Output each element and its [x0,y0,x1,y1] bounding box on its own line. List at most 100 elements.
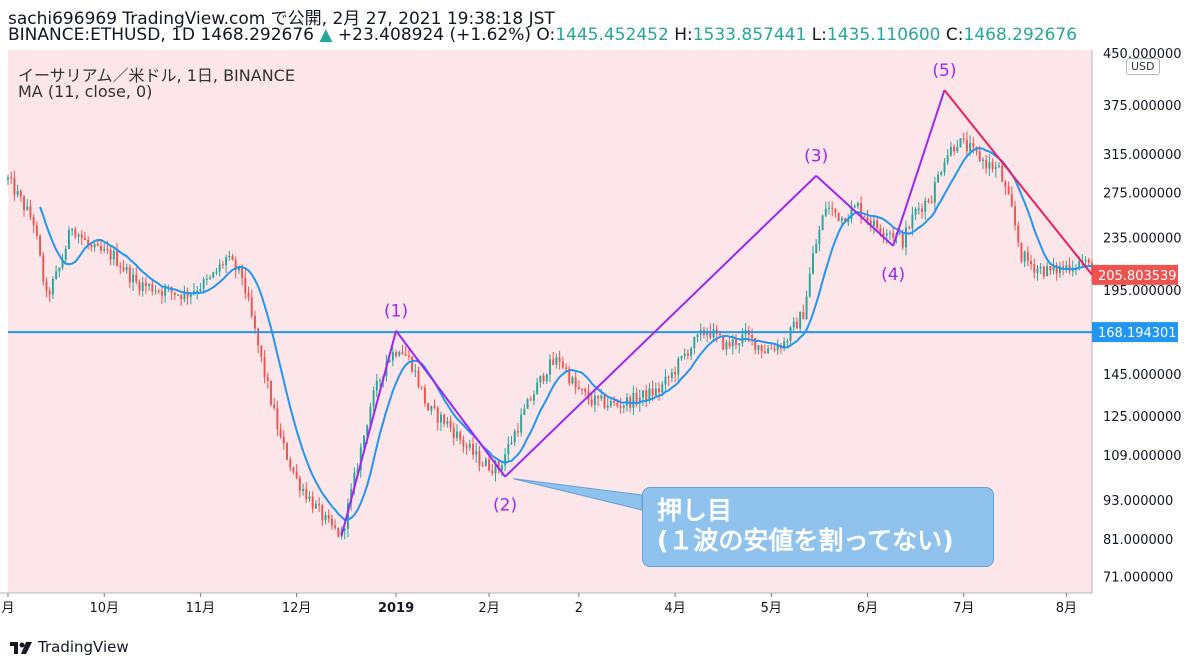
candle-body [202,279,205,290]
candle-body [533,394,535,401]
candle-body [13,177,16,195]
tradingview-logo-icon [10,642,32,654]
candle-body [157,290,160,292]
y-tick-label: 275.000000 [1103,187,1182,202]
candle-body [876,220,879,229]
current-price-label: 205.803539 [1098,269,1177,284]
callout-line2: (１波の安値を割ってない) [657,526,954,555]
candle-body [795,321,798,329]
candle-body [234,260,237,271]
candle-body [664,376,667,385]
candle-body [520,414,523,433]
candle-body [1065,265,1068,269]
candle-body [869,220,872,226]
candle-body [885,233,888,236]
candle-body [584,388,587,392]
candle-body [760,345,763,352]
candle-body [654,388,657,396]
candle-body [305,488,308,500]
candle-body [196,290,199,292]
candle-body [436,407,439,423]
candle-body [856,203,859,207]
candle-body [1017,225,1020,243]
candle-body [879,228,882,233]
candle-body [593,395,596,405]
candle-body [228,256,231,258]
candle-body [23,196,25,210]
candle-body [786,340,789,342]
candle-body [465,445,468,448]
candle-body [103,248,106,251]
candle-body [308,496,311,500]
candle-body [1052,265,1055,271]
candle-body [933,182,936,203]
ma-indicator-legend[interactable]: MA (11, close, 0) [18,82,153,101]
y-tick-label: 125.000000 [1103,410,1182,425]
candle-body [1001,165,1004,182]
support-price-box [1092,322,1178,343]
candle-body [324,515,327,521]
elliott-wave-segment [815,174,894,247]
candle-body [314,503,317,509]
candle-body [1007,186,1010,195]
candle-body [433,406,436,408]
candle-body [119,265,122,268]
y-tick-label: 195.000000 [1103,284,1182,299]
callout-line1: 押し目 [657,496,733,525]
low-value: 1435.110600 [826,25,941,45]
candle-body [135,274,138,282]
candle-body [443,414,446,424]
candle-body [773,348,776,351]
candle-body [481,465,484,467]
candle-body [728,342,731,347]
candle-body [456,431,458,438]
candle-body [279,429,282,438]
candle-body [670,372,673,378]
candle-body [658,388,661,393]
candle-body [789,327,792,341]
candle-body [693,336,696,349]
x-tick-label: 5月 [761,601,782,616]
candle-body [776,345,779,351]
candle-body [561,361,564,368]
candle-body [888,232,891,234]
candle-body [1026,251,1029,261]
candle-body [395,352,398,356]
currency-button[interactable]: USD [1126,58,1160,75]
candle-body [853,206,856,208]
candle-body [80,234,83,238]
candle-body [526,399,529,409]
candle-body [311,496,314,509]
candle-body [379,380,381,382]
candle-body [953,146,956,152]
candle-body [719,333,721,336]
candle-body [363,435,365,448]
tradingview-brand: TradingView [10,638,129,656]
candle-body [648,388,651,401]
candle-body [199,289,202,291]
candle-body [404,353,407,356]
open-label: O: [536,25,556,45]
candle-body [446,421,449,424]
candle-body [189,293,192,297]
candle-body [334,525,337,528]
candle-body [985,159,988,169]
candle-body [680,356,683,359]
candle-body [7,177,9,180]
candle-body [180,294,183,300]
candle-body [32,217,35,226]
x-tick-label: 6月 [857,601,878,616]
candle-body [260,345,263,357]
last-price: 1468.292676 [200,25,315,45]
candle-body [93,244,96,248]
candle-body [138,281,141,291]
candle-body [391,352,394,361]
candle-body [507,444,510,455]
candle-body [808,273,811,297]
candle-body [866,217,869,221]
candle-body [981,159,984,162]
support-price-label: 168.194301 [1098,326,1177,341]
wave-label: (4) [881,265,905,285]
x-tick-label: 10月 [89,601,119,616]
